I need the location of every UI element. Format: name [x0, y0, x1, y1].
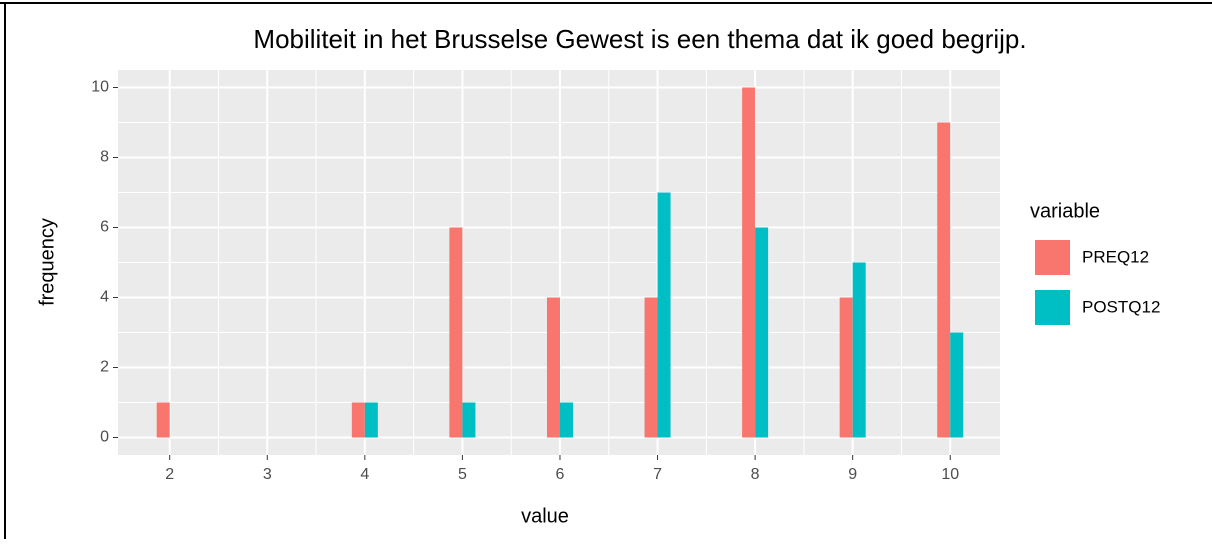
x-tick-label: 4 [360, 466, 369, 483]
y-axis-label: frequency [36, 218, 58, 306]
x-tick-label: 6 [556, 466, 565, 483]
x-tick-label: 10 [941, 466, 959, 483]
y-tick-label: 10 [91, 79, 109, 96]
bar [742, 87, 756, 438]
bar [755, 227, 769, 438]
bar [559, 402, 573, 438]
bar [657, 192, 671, 438]
bar [546, 297, 560, 438]
legend-key [1035, 240, 1070, 275]
bar [852, 262, 866, 438]
legend-label: PREQ12 [1082, 247, 1149, 266]
legend-title: variable [1030, 200, 1100, 222]
bar [462, 402, 476, 438]
x-tick-label: 9 [848, 466, 857, 483]
bar [950, 332, 964, 438]
x-axis-label: value [521, 505, 569, 527]
y-tick-label: 4 [100, 289, 109, 306]
bar [156, 402, 170, 438]
legend-label: POSTQ12 [1082, 297, 1160, 316]
x-tick-label: 8 [751, 466, 760, 483]
y-tick-label: 0 [100, 429, 109, 446]
bar [449, 227, 463, 438]
y-tick-label: 6 [100, 219, 109, 236]
y-tick-label: 2 [100, 359, 109, 376]
legend-key [1035, 290, 1070, 325]
bar [644, 297, 658, 438]
x-tick-label: 5 [458, 466, 467, 483]
x-tick-label: 7 [653, 466, 662, 483]
bar [839, 297, 853, 438]
chart-title: Mobiliteit in het Brusselse Gewest is ee… [253, 24, 1026, 54]
bar [937, 122, 951, 438]
bar [364, 402, 378, 438]
x-tick-label: 3 [263, 466, 272, 483]
x-tick-label: 2 [165, 466, 174, 483]
bar [351, 402, 365, 438]
y-tick-label: 8 [100, 149, 109, 166]
